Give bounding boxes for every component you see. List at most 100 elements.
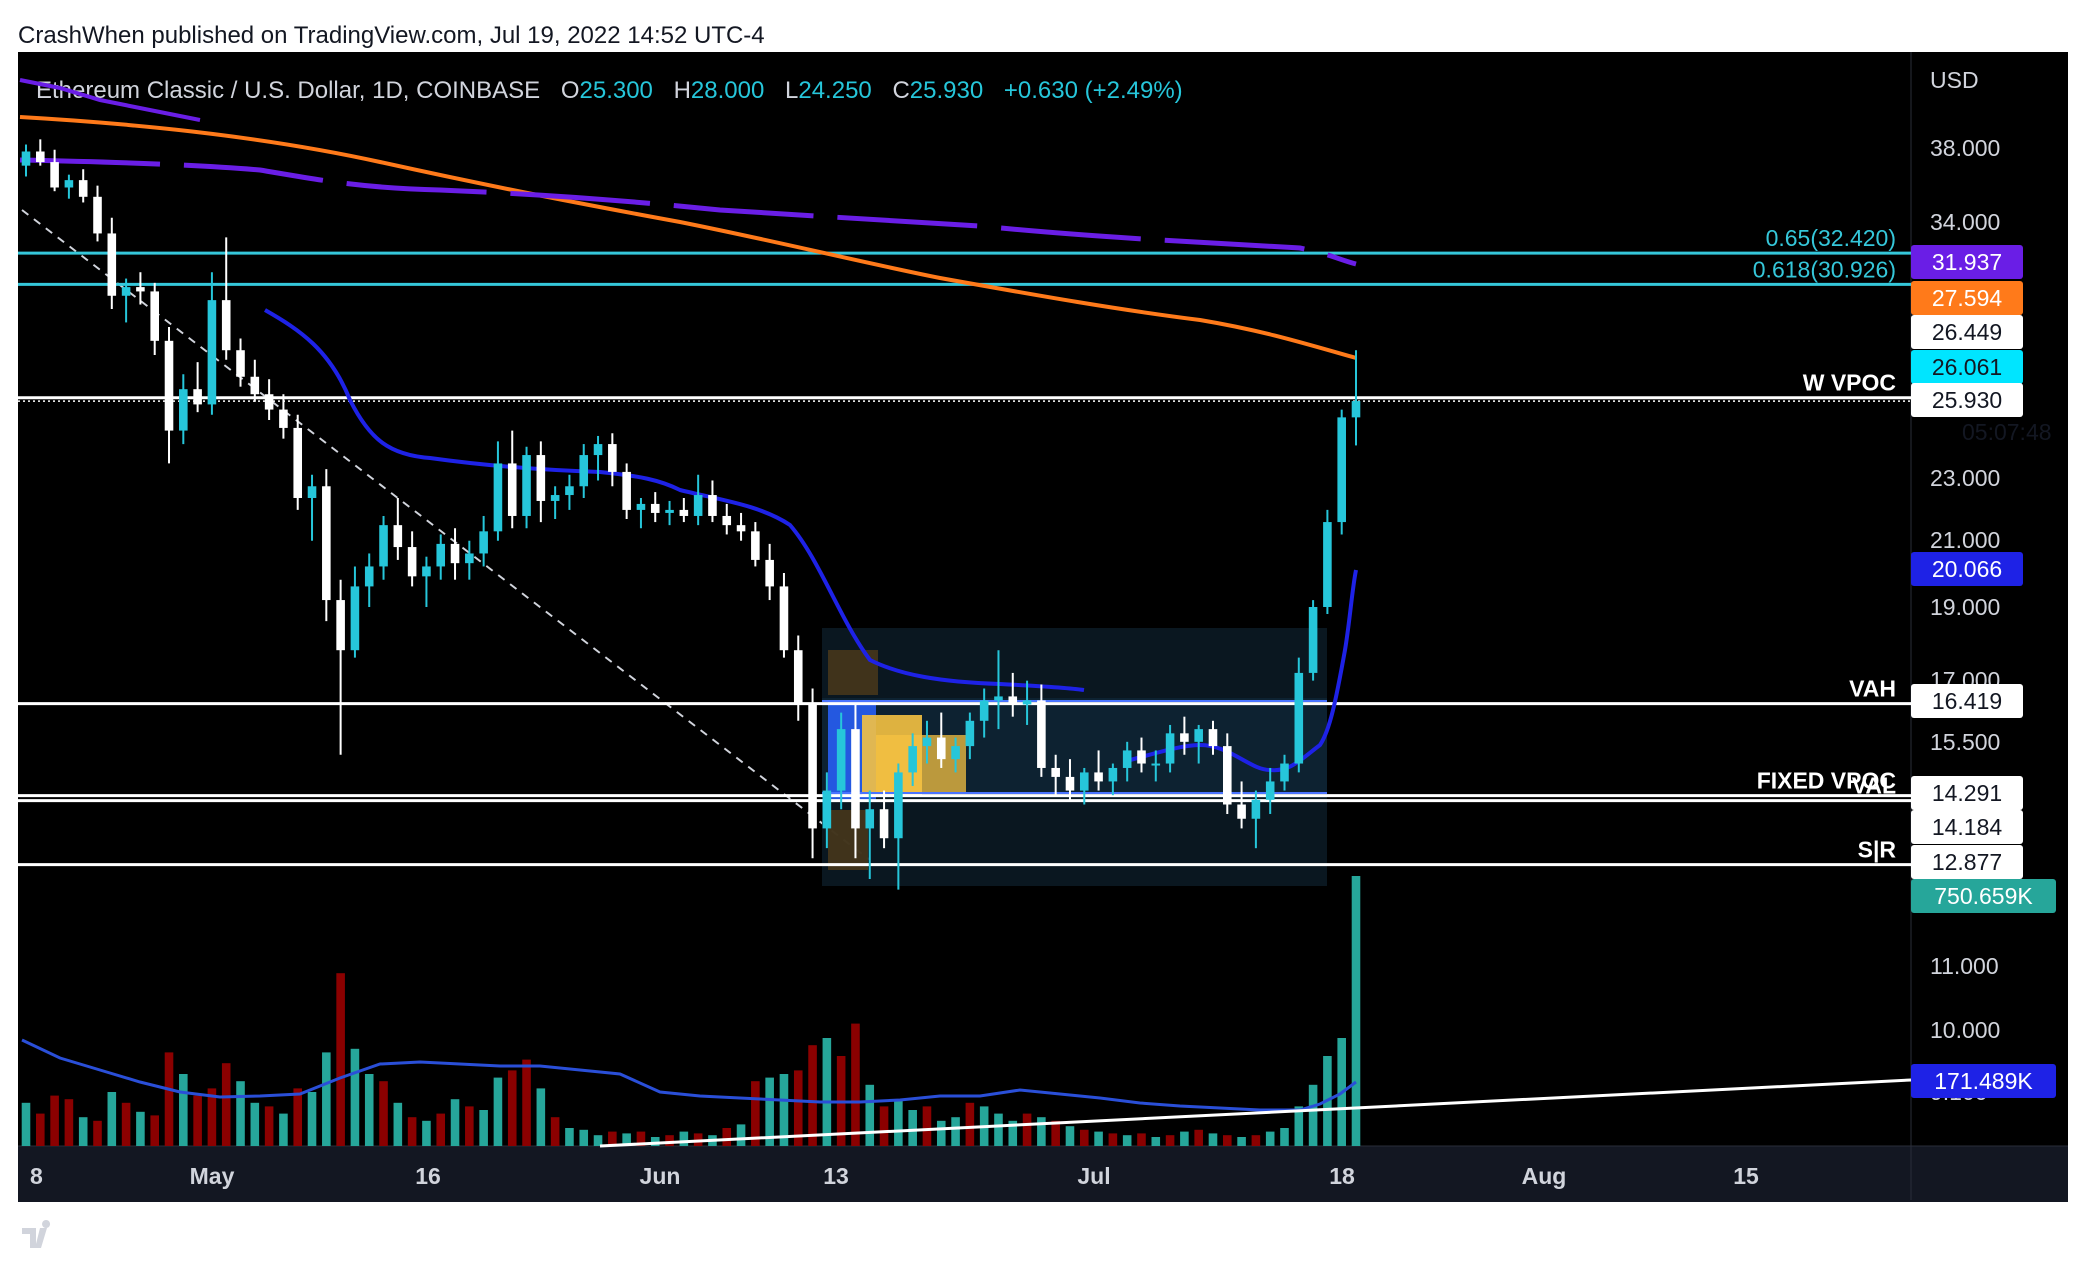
candle — [465, 540, 474, 580]
candle-body — [350, 586, 360, 651]
level-label-0: 0.65(32.420) — [1766, 225, 1896, 251]
candle-body — [293, 427, 303, 498]
candle — [193, 362, 202, 413]
candle — [1051, 754, 1060, 796]
candle-body — [507, 463, 517, 516]
candle — [536, 441, 546, 523]
candle-body — [1351, 401, 1361, 418]
candle — [1237, 781, 1246, 829]
candle-body — [793, 650, 803, 705]
x-tick-label: May — [190, 1163, 235, 1189]
candle — [21, 144, 31, 177]
volume-bar — [936, 1120, 946, 1146]
volume-bar — [1237, 1137, 1246, 1146]
volume-bar — [793, 1070, 803, 1146]
candle-body — [894, 772, 903, 839]
volume-bar — [322, 1052, 331, 1146]
candle — [493, 441, 503, 541]
candle — [164, 326, 174, 464]
candle — [93, 185, 102, 242]
candle — [936, 712, 946, 768]
volume-trend-line[interactable] — [599, 1078, 1912, 1148]
trend-line-dashed[interactable] — [21, 209, 871, 861]
candle — [908, 733, 917, 786]
candle — [1108, 763, 1118, 796]
legend-o-value: 25.300 — [580, 77, 653, 104]
volume-bar — [1022, 1113, 1032, 1146]
volume-bar — [507, 1070, 517, 1146]
candle — [965, 712, 975, 760]
candle — [736, 512, 746, 541]
volume-bar — [550, 1117, 560, 1146]
candle — [379, 515, 388, 580]
candle-body — [236, 350, 245, 377]
volume-bar — [1265, 1131, 1275, 1146]
candle-body — [1022, 700, 1032, 705]
candle — [1122, 741, 1132, 782]
volume-bar — [1151, 1137, 1161, 1146]
x-tick-label: Jun — [640, 1163, 681, 1189]
candle-body — [107, 233, 117, 296]
currency-label: USD — [1930, 67, 1979, 93]
volume-bar — [679, 1131, 689, 1146]
candle-body — [865, 809, 875, 829]
volume-bar — [1308, 1084, 1318, 1146]
plot-area[interactable] — [18, 52, 1911, 1146]
candle — [565, 474, 574, 510]
candle — [264, 379, 274, 420]
legend-l-label: L — [785, 77, 798, 104]
candle — [422, 556, 431, 607]
volume-bar — [1037, 1117, 1046, 1146]
volume-bar — [851, 1023, 860, 1146]
price-tag-label: 12.877 — [1932, 849, 2002, 875]
candle-body — [1323, 522, 1332, 607]
candle-body — [1265, 781, 1275, 800]
volume-bar — [822, 1038, 832, 1146]
candle — [665, 500, 674, 526]
candle-body — [479, 531, 488, 554]
candle — [479, 515, 488, 567]
volume-bar — [307, 1092, 317, 1146]
candle-body — [50, 162, 59, 188]
tradingview-logo-icon — [22, 1220, 51, 1248]
profile-bars-upper — [828, 650, 878, 695]
candle-body — [765, 559, 774, 587]
volume-bar — [579, 1129, 589, 1146]
x-tick-label: 18 — [1329, 1163, 1355, 1189]
price-axis[interactable] — [1911, 52, 2068, 1146]
volume-bar — [808, 1045, 817, 1146]
ema-blue-recent — [1129, 569, 1358, 773]
candle — [507, 430, 517, 529]
y-tick-label: 21.000 — [1930, 527, 2000, 553]
volume-bar — [293, 1088, 303, 1146]
price-tag-bg — [1911, 845, 2023, 879]
candle — [1280, 754, 1289, 791]
volume-bar — [436, 1113, 446, 1146]
volume-bar — [479, 1110, 488, 1146]
candle-body — [264, 394, 274, 410]
candle-body — [1122, 750, 1132, 768]
volume-ma-line — [21, 1038, 1357, 1112]
candle — [322, 469, 331, 622]
price-tag-bg — [1911, 879, 2056, 913]
volume-bar — [179, 1074, 188, 1146]
volume-bar — [64, 1099, 74, 1146]
price-tag-label: 27.594 — [1932, 285, 2003, 311]
candle — [450, 528, 460, 580]
candle-body — [1337, 417, 1346, 523]
candle — [50, 149, 59, 192]
volume-bar — [21, 1102, 31, 1146]
volume-bar — [393, 1102, 403, 1146]
candle-body — [1308, 607, 1318, 673]
candle — [407, 531, 417, 587]
x-tick-label: 15 — [1733, 1163, 1759, 1189]
volume-bar — [364, 1074, 374, 1146]
candle-body — [422, 566, 431, 577]
candle — [1079, 767, 1089, 805]
candle — [121, 278, 131, 323]
y-tick-label: 15.500 — [1930, 729, 2000, 755]
price-tag-bg — [1911, 684, 2023, 718]
candle — [78, 169, 88, 203]
